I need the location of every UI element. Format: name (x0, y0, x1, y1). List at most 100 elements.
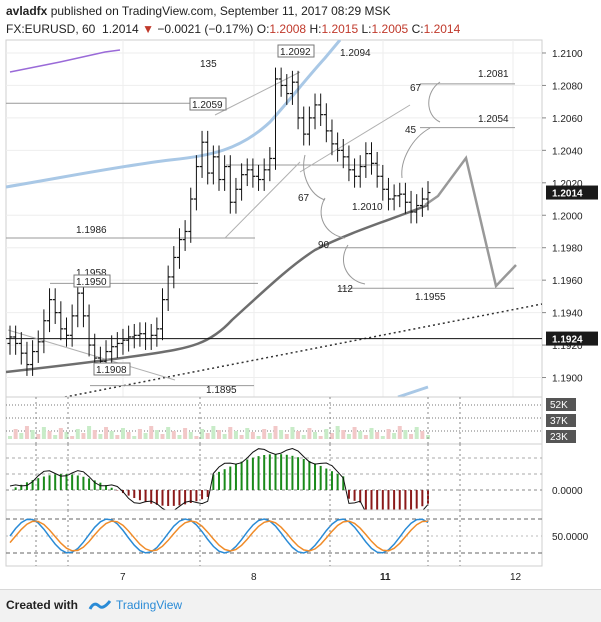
trend-line-dotted (61, 303, 542, 397)
volume-bar (75, 429, 80, 439)
volume-bar (329, 433, 334, 439)
volume-bar (358, 431, 363, 439)
volume-bar (160, 434, 165, 439)
price-label: 1.2010 (352, 202, 383, 213)
price-label: 1.1895 (206, 385, 237, 396)
author-name[interactable]: avladfx (6, 4, 48, 18)
low-value: 1.2005 (371, 22, 409, 36)
price-label: 1.1908 (96, 365, 127, 376)
volume-bar (41, 427, 46, 439)
volume-bar (341, 430, 346, 439)
volume-bar (397, 426, 402, 439)
volume-bar (47, 431, 52, 439)
volume-bar (205, 433, 210, 439)
price-marker (546, 185, 598, 200)
count-label: 112 (337, 284, 353, 295)
count-label: 45 (405, 125, 417, 136)
volume-bar (284, 434, 289, 439)
price-tick-label: 1.1980 (552, 244, 583, 255)
price-label-box (93, 362, 131, 376)
volume-bar (335, 426, 340, 439)
close-value: 1.2014 (423, 22, 461, 36)
volume-bar (92, 430, 97, 439)
volume-bar (420, 431, 425, 439)
volume-bar (171, 431, 176, 439)
price-label: 1.1955 (415, 292, 446, 303)
volume-bar (222, 434, 227, 439)
price-change: −0.0021 (−0.17%) (157, 22, 254, 36)
footer-bar: Created with TradingView (0, 589, 601, 622)
volume-bar (250, 432, 255, 439)
volume-bar (313, 432, 318, 439)
publish-info: avladfx published on TradingView.com, Se… (6, 4, 390, 18)
volume-bar (154, 430, 159, 439)
volume-bar (409, 434, 414, 439)
chart-canvas[interactable]: 1.2094 1.2092 1.2081 1.2059 1.2054 1.2010 1.19… (0, 0, 601, 589)
last-price: 1.2014 (102, 22, 139, 36)
symbol-label: FX:EURUSD, 60 (6, 22, 96, 36)
volume-bar (307, 428, 312, 439)
price-tick-label: 1.2020 (552, 179, 583, 190)
time-tick-label: 8 (251, 572, 257, 583)
tradingview-link[interactable]: TradingView (116, 598, 183, 612)
fib-arc (428, 81, 441, 123)
ma-line-purple (9, 49, 121, 73)
open-label: O: (256, 22, 270, 36)
time-tick-label: 12 (510, 572, 522, 583)
price-label: 1.2054 (478, 114, 509, 125)
volume-bar (352, 427, 357, 439)
volume-bar (324, 429, 329, 439)
volume-bar (256, 436, 261, 439)
volume-bar (228, 427, 233, 439)
stoch-k-line (9, 518, 429, 554)
volume-bar (36, 434, 41, 439)
volume-bar (188, 432, 193, 439)
volume-bar (137, 429, 142, 439)
stoch-tick-label: 50.0000 (552, 532, 589, 543)
volume-bar (245, 428, 250, 439)
volume-bar (53, 435, 58, 439)
volume-bar (30, 430, 35, 439)
volume-bar (375, 432, 380, 439)
volume-bar (290, 427, 295, 439)
volume-bar (262, 429, 267, 439)
fib-arc (320, 197, 346, 239)
main-pane[interactable] (5, 39, 543, 398)
volume-bar (392, 433, 397, 439)
volume-tag (546, 414, 576, 427)
price-label: 1.2081 (478, 69, 509, 80)
volume-bar (109, 431, 114, 439)
price-marker-label: 1.2014 (552, 189, 583, 200)
volume-bar (126, 432, 131, 439)
oscillator-line (9, 447, 429, 524)
price-tick-label: 1.2060 (552, 114, 583, 125)
oscillator-pane[interactable] (5, 443, 543, 511)
count-label: 135 (200, 59, 217, 70)
count-label: 67 (410, 83, 422, 94)
volume-bar (346, 434, 351, 439)
count-label: 67 (298, 193, 310, 204)
tradingview-logo-icon[interactable] (88, 598, 112, 612)
volume-bar (19, 433, 24, 439)
ma-line-gray (6, 203, 429, 374)
price-tick-label: 1.1920 (552, 341, 583, 352)
volume-bar (217, 430, 221, 439)
price-marker (546, 331, 598, 346)
volume-bar (296, 431, 301, 439)
volume-bar (87, 426, 92, 439)
open-value: 1.2008 (269, 22, 307, 36)
volume-bar (64, 432, 69, 439)
volume-bar (183, 428, 188, 439)
volume-bar (200, 429, 205, 439)
price-tick-label: 1.1940 (552, 309, 583, 320)
channel-line (299, 104, 411, 173)
high-value: 1.2015 (321, 22, 359, 36)
volume-bar (273, 426, 278, 439)
volume-tick-label: 23K (550, 432, 568, 443)
volume-bar (120, 428, 125, 439)
symbol-info: FX:EURUSD, 60 1.2014 ▼ −0.0021 (−0.17%) … (6, 22, 460, 36)
volume-bar (24, 426, 29, 439)
volume-bar (115, 435, 120, 439)
price-tick-label: 1.2080 (552, 81, 583, 92)
volume-bar (318, 436, 323, 439)
